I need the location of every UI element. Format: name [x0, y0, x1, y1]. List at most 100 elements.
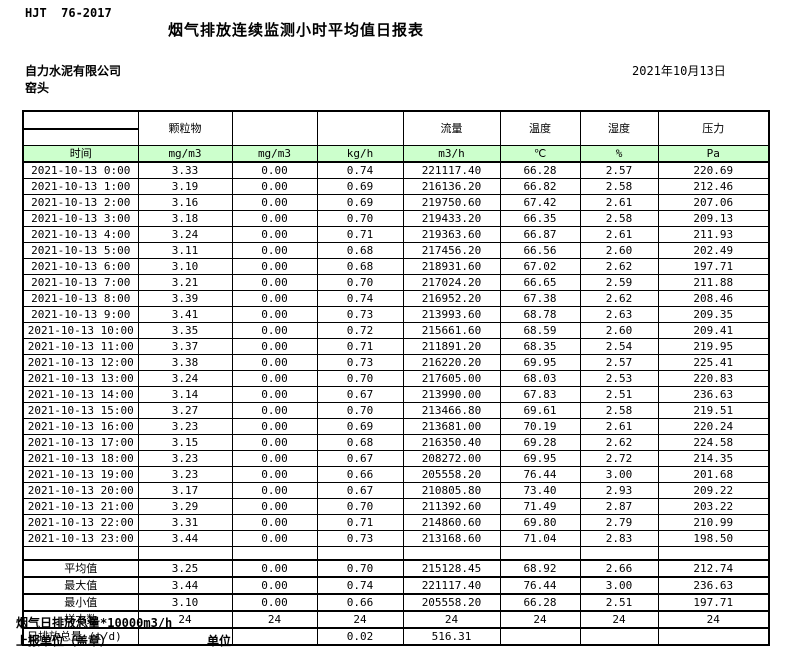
- table-cell: 3.17: [137, 482, 233, 499]
- table-cell: 2.62: [579, 434, 659, 451]
- table-cell: 2021-10-13 9:00: [22, 306, 139, 323]
- table-cell: 0.73: [316, 530, 404, 547]
- table-cell: 3.44: [137, 576, 233, 595]
- table-cell: 0.74: [316, 290, 404, 307]
- table-cell: 0.70: [316, 370, 404, 387]
- table-row: 2021-10-13 19:00 3.23 0.00 0.66 205558.20 76.…: [22, 466, 770, 483]
- table-cell: 0.73: [316, 354, 404, 371]
- table-cell: 198.50: [657, 530, 770, 547]
- table-cell: 0.00: [231, 178, 318, 195]
- table-cell: 221117.40: [402, 576, 501, 595]
- table-cell: 2021-10-13 17:00: [22, 434, 139, 451]
- table-cell: 70.19: [499, 418, 581, 435]
- unit-cell: %: [579, 145, 659, 163]
- table-cell: 2.51: [579, 593, 659, 612]
- table-row: 最大值 3.44 0.00 0.74 221117.40 76.44 3.00 236.63: [22, 576, 770, 595]
- table-cell: 69.95: [499, 354, 581, 371]
- table-cell: 213168.60: [402, 530, 501, 547]
- table-cell: 0.70: [316, 210, 404, 227]
- table-cell: 3.18: [137, 210, 233, 227]
- table-row: 2021-10-13 21:00 3.29 0.00 0.70 211392.60 71.…: [22, 498, 770, 515]
- table-cell: 2.60: [579, 322, 659, 339]
- table-cell: 0.00: [231, 530, 318, 547]
- table-cell: 0.00: [231, 498, 318, 515]
- table-cell: 24: [137, 610, 233, 629]
- unit-label: 单位: [207, 634, 232, 648]
- table-cell: 2021-10-13 3:00: [22, 210, 139, 227]
- table-row: 2021-10-13 18:00 3.23 0.00 0.67 208272.00 69.…: [22, 450, 770, 467]
- table-cell: 211.93: [657, 226, 770, 243]
- table-cell: 2021-10-13 2:00: [22, 194, 139, 211]
- header-temperature: 温度: [499, 110, 581, 146]
- table-row: 最小值 3.10 0.00 0.66 205558.20 66.28 2.51 197.71: [22, 593, 770, 612]
- header-humidity: 湿度: [579, 110, 659, 146]
- table-cell: 2021-10-13 11:00: [22, 338, 139, 355]
- table-cell: 0.71: [316, 338, 404, 355]
- table-cell: 216136.20: [402, 178, 501, 195]
- header-blank-cell: [316, 110, 404, 146]
- table-row: 2021-10-13 10:00 3.35 0.00 0.72 215661.60 68.…: [22, 322, 770, 339]
- report-table: 颗粒物 流量 温度 湿度 压力 时间 mg/m3 mg/m3 kg/h m3/h…: [22, 110, 770, 646]
- table-cell: 3.15: [137, 434, 233, 451]
- table-row: 日排放总量 (t/d) 0.02 516.31: [22, 627, 770, 646]
- table-cell: 71.04: [499, 530, 581, 547]
- table-cell: 69.28: [499, 434, 581, 451]
- table-cell: [22, 546, 139, 561]
- table-cell: 2021-10-13 15:00: [22, 402, 139, 419]
- table-cell: 2.83: [579, 530, 659, 547]
- table-cell: 0.70: [316, 559, 404, 578]
- table-cell: 2021-10-13 6:00: [22, 258, 139, 275]
- table-row: 平均值 3.25 0.00 0.70 215128.45 68.92 2.66 212.74: [22, 559, 770, 578]
- unit-cell: mg/m3: [137, 145, 233, 163]
- table-cell: 3.38: [137, 354, 233, 371]
- table-row: 2021-10-13 7:00 3.21 0.00 0.70 217024.20 66.6…: [22, 274, 770, 291]
- table-cell: 210.99: [657, 514, 770, 531]
- table-cell: 66.56: [499, 242, 581, 259]
- table-row: 2021-10-13 9:00 3.41 0.00 0.73 213993.60 68.7…: [22, 306, 770, 323]
- table-cell: 0.68: [316, 258, 404, 275]
- table-cell: 2021-10-13 13:00: [22, 370, 139, 387]
- time-header-cell: 时间: [22, 145, 139, 163]
- table-cell: 最大值: [22, 576, 139, 595]
- table-cell: 0.00: [231, 559, 318, 578]
- table-cell: 67.42: [499, 194, 581, 211]
- table-cell: 2.58: [579, 402, 659, 419]
- table-cell: 24: [231, 610, 318, 629]
- table-cell: 211891.20: [402, 338, 501, 355]
- table-cell: 2.57: [579, 161, 659, 179]
- table-cell: 210805.80: [402, 482, 501, 499]
- table-cell: 0.00: [231, 306, 318, 323]
- unit-cell: Pa: [657, 145, 770, 163]
- table-cell: [137, 546, 233, 561]
- table-cell: 2021-10-13 7:00: [22, 274, 139, 291]
- table-cell: 0.00: [231, 210, 318, 227]
- table-row: 2021-10-13 23:00 3.44 0.00 0.73 213168.60 71.…: [22, 530, 770, 547]
- table-row: 2021-10-13 8:00 3.39 0.00 0.74 216952.20 67.3…: [22, 290, 770, 307]
- table-cell: 66.87: [499, 226, 581, 243]
- table-cell: 213990.00: [402, 386, 501, 403]
- table-cell: 3.24: [137, 226, 233, 243]
- table-row: 2021-10-13 2:00 3.16 0.00 0.69 219750.60 67.4…: [22, 194, 770, 211]
- table-cell: 66.28: [499, 161, 581, 179]
- table-cell: 2.53: [579, 370, 659, 387]
- table-cell: 66.82: [499, 178, 581, 195]
- table-cell: 平均值: [22, 559, 139, 578]
- table-cell: 0.00: [231, 514, 318, 531]
- table-cell: 3.44: [137, 530, 233, 547]
- table-cell: [579, 546, 659, 561]
- table-cell: 0.00: [231, 576, 318, 595]
- table-cell: 2.54: [579, 338, 659, 355]
- table-row: 2021-10-13 16:00 3.23 0.00 0.69 213681.00 70.…: [22, 418, 770, 435]
- table-cell: 217456.20: [402, 242, 501, 259]
- footer-note: 烟气日排放总量*10000m3/h: [16, 616, 173, 630]
- table-cell: 3.37: [137, 338, 233, 355]
- table-cell: 2021-10-13 16:00: [22, 418, 139, 435]
- table-row: 2021-10-13 3:00 3.18 0.00 0.70 219433.20 66.3…: [22, 210, 770, 227]
- table-cell: 0.71: [316, 514, 404, 531]
- table-cell: 220.83: [657, 370, 770, 387]
- table-cell: 24: [499, 610, 581, 629]
- table-cell: 217024.20: [402, 274, 501, 291]
- table-cell: 73.40: [499, 482, 581, 499]
- table-cell: 24: [316, 610, 404, 629]
